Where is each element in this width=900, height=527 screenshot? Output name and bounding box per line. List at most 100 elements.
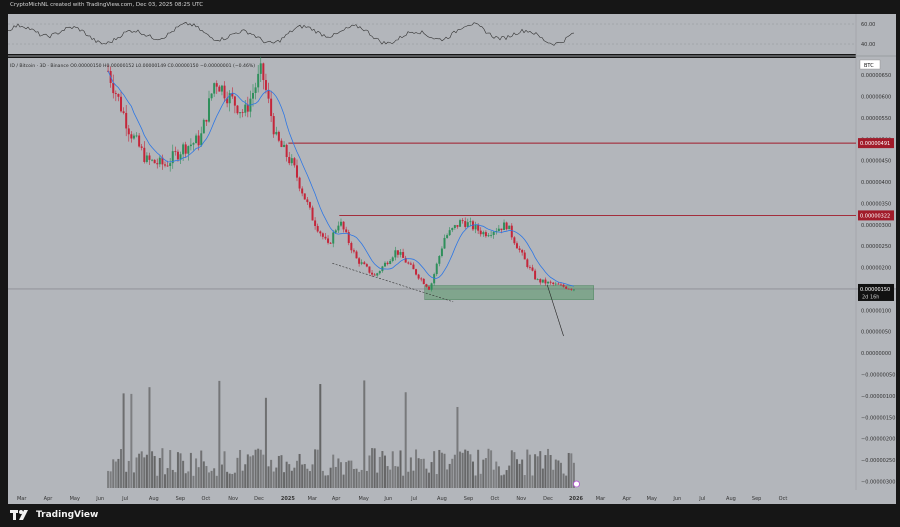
candle-body	[195, 135, 198, 144]
candle-body	[451, 227, 454, 231]
resistance-price-label-2: 0.00000322	[860, 213, 890, 219]
candle-body	[236, 105, 239, 114]
volume-bar	[151, 451, 154, 488]
volume-bar	[435, 474, 438, 488]
candle-body	[254, 87, 257, 93]
candle-body	[192, 143, 195, 145]
price-axis-tick: −0.00000050	[861, 373, 895, 379]
candle-body	[554, 283, 557, 285]
candle-body	[301, 188, 304, 194]
price-axis-tick: 0.00000550	[861, 116, 891, 122]
volume-bar	[311, 464, 314, 488]
resistance-price-label-1: 0.00000491	[860, 141, 890, 147]
volume-bar	[552, 469, 555, 488]
candle-body	[482, 232, 485, 235]
volume-bar	[534, 454, 537, 488]
candle-body	[510, 225, 513, 238]
volume-bar	[554, 459, 557, 488]
time-axis-label: Oct	[491, 496, 500, 502]
candle-body	[430, 283, 433, 290]
candle-body	[559, 284, 562, 286]
candle-body	[396, 250, 399, 255]
volume-bar	[391, 451, 394, 488]
rsi-axis-tick: 40.00	[861, 42, 875, 48]
time-axis-label: Jun	[383, 496, 392, 502]
volume-bar	[484, 458, 487, 488]
candle-body	[220, 85, 223, 92]
price-chart[interactable]: 60.00 40.00 0.00000650 0.00000600 0.00000550…	[4, 0, 896, 505]
candle-body	[295, 165, 298, 178]
candle-body	[477, 224, 480, 231]
candle-body	[324, 236, 327, 239]
candle-body	[474, 224, 477, 230]
candle-body	[526, 259, 529, 268]
time-axis-label: Nov	[228, 496, 238, 502]
volume-bar	[531, 475, 534, 488]
volume-bar	[350, 460, 353, 488]
time-axis-label: Jun	[95, 496, 104, 502]
volume-bar	[383, 455, 386, 488]
candle-body	[321, 233, 324, 237]
volume-bar	[277, 455, 280, 488]
candle-body	[241, 112, 244, 114]
candle-body	[464, 221, 467, 227]
candle-body	[345, 229, 348, 233]
candle-body	[231, 93, 234, 97]
time-axis-label: Dec	[543, 496, 553, 502]
candle-body	[407, 262, 410, 264]
candle-body	[352, 250, 355, 252]
volume-bar	[288, 464, 291, 488]
candle-body	[358, 258, 361, 264]
candle-body	[262, 63, 265, 81]
candle-body	[293, 158, 296, 166]
volume-bar	[145, 454, 148, 488]
candle-body	[402, 252, 405, 258]
volume-bar	[477, 449, 480, 488]
volume-bar	[544, 455, 547, 488]
volume-bar	[205, 466, 208, 488]
time-axis-label: Dec	[254, 496, 264, 502]
candle-body	[339, 221, 342, 226]
candle-body	[112, 82, 115, 94]
volume-bar	[109, 471, 112, 488]
volume-bar	[570, 453, 573, 488]
tradingview-brand[interactable]: TradingView	[10, 506, 98, 524]
candle-body	[484, 232, 487, 237]
time-axis-label: Apr	[44, 496, 54, 502]
candle-body	[427, 286, 430, 290]
candle-body	[363, 262, 366, 265]
candle-body	[371, 272, 374, 275]
volume-bar	[117, 458, 120, 488]
candle-body	[378, 271, 381, 274]
time-axis-label: Mar	[17, 496, 27, 502]
candle-body	[127, 128, 130, 135]
candle-body	[182, 144, 185, 155]
volume-bar	[412, 470, 415, 488]
candle-body	[228, 93, 231, 104]
price-axis-tick: 0.00000650	[861, 73, 891, 79]
tradingview-wordmark: TradingView	[36, 510, 99, 520]
candle-body	[399, 252, 402, 255]
candle-body	[347, 232, 350, 243]
candle-body	[161, 157, 164, 165]
candle-body	[461, 220, 464, 222]
candle-body	[187, 146, 190, 154]
volume-bar	[262, 454, 265, 488]
volume-bar	[174, 472, 177, 488]
volume-bar	[202, 461, 205, 488]
volume-bar	[420, 458, 423, 488]
volume-bar	[339, 462, 342, 488]
volume-bar	[161, 448, 164, 488]
candle-body	[342, 221, 345, 230]
volume-bar	[114, 461, 117, 488]
time-axis-label: 2026	[569, 496, 583, 502]
price-axis-tick: −0.00000100	[861, 394, 895, 400]
time-axis-label: Aug	[149, 496, 159, 502]
time-axis-label: Aug	[726, 496, 736, 502]
volume-bar	[559, 462, 562, 488]
rsi-line	[7, 21, 575, 46]
volume-bar	[158, 457, 161, 488]
volume-bar	[285, 461, 288, 488]
volume-bar	[251, 455, 254, 488]
candle-body	[130, 134, 133, 139]
